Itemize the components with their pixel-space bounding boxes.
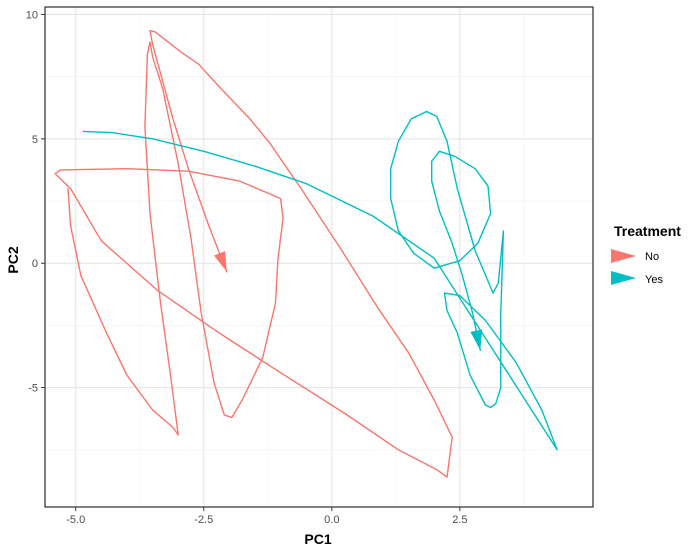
legend-item-no: No bbox=[611, 249, 659, 263]
x-axis-title: PC1 bbox=[304, 531, 331, 547]
x-tick-label: 2.5 bbox=[452, 514, 467, 526]
legend-item-yes: Yes bbox=[611, 271, 663, 286]
panel-border bbox=[44, 6, 594, 508]
y-axis-title: PC2 bbox=[5, 246, 21, 273]
series-arrowhead-no bbox=[214, 251, 227, 272]
y-axis-ticks: -5 0 5 10 bbox=[26, 9, 45, 395]
x-tick-label: -5.0 bbox=[66, 514, 85, 526]
legend-label-no: No bbox=[645, 251, 659, 263]
minor-gridlines bbox=[45, 7, 593, 507]
x-axis-ticks: -5.0 -2.5 0.0 2.5 bbox=[66, 507, 467, 526]
legend-key-no-icon bbox=[611, 249, 636, 263]
y-tick-label: 0 bbox=[32, 258, 38, 270]
legend-label-yes: Yes bbox=[645, 274, 663, 286]
major-gridlines bbox=[45, 7, 593, 507]
y-tick-label: 10 bbox=[26, 9, 38, 21]
series-line-no bbox=[54, 29, 453, 478]
y-tick-label: 5 bbox=[32, 134, 38, 146]
x-tick-label: -2.5 bbox=[194, 514, 213, 526]
y-tick-label: -5 bbox=[28, 383, 38, 395]
legend-key-yes-icon bbox=[611, 271, 636, 285]
series-arrowhead-yes bbox=[470, 329, 483, 351]
series-layer bbox=[54, 29, 558, 478]
legend: Treatment No Yes bbox=[611, 223, 681, 286]
x-tick-label: 0.0 bbox=[324, 514, 339, 526]
legend-title: Treatment bbox=[614, 223, 681, 239]
series-line-yes bbox=[82, 110, 558, 451]
